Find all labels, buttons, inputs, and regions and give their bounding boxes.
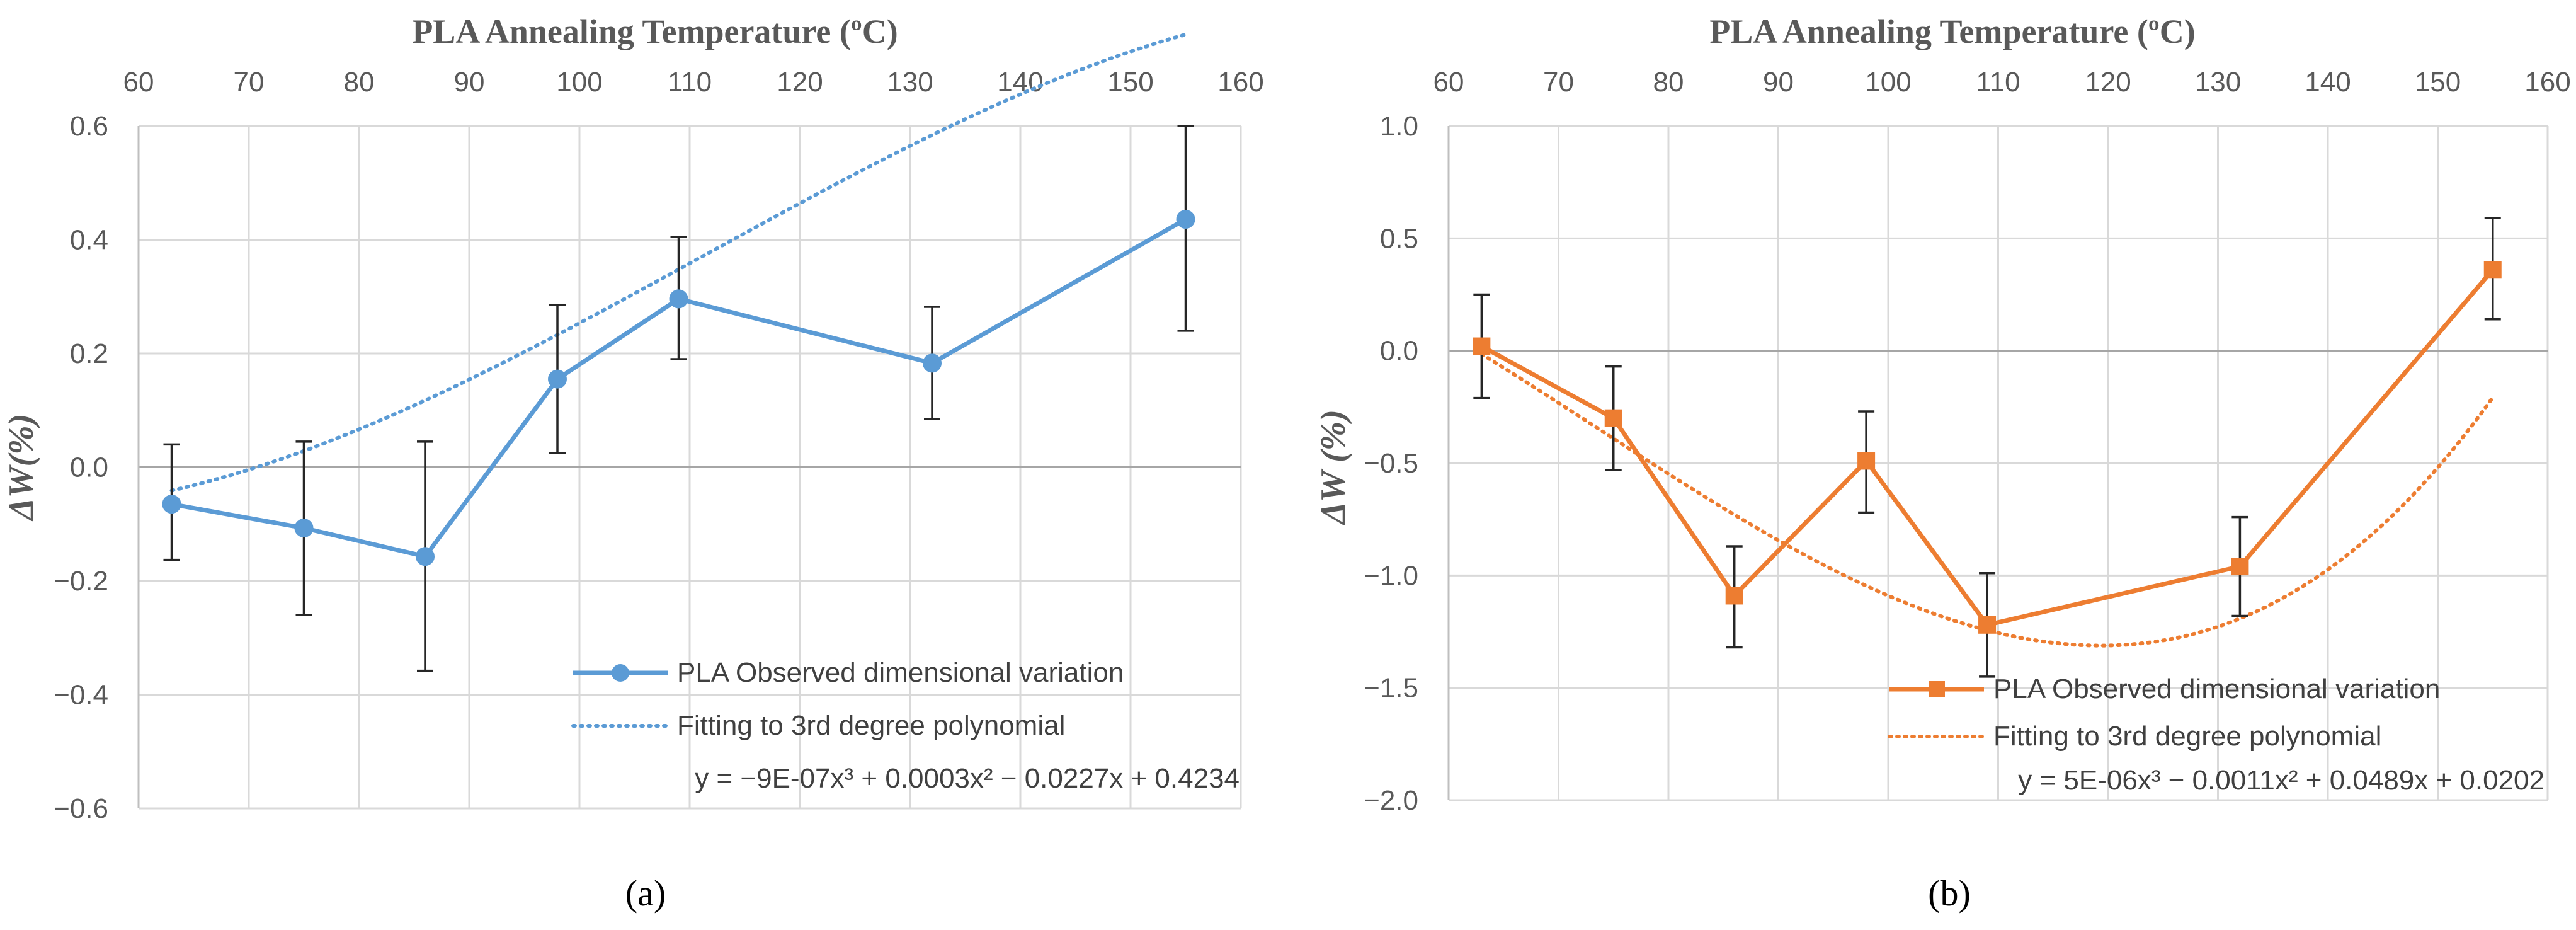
x-tick-label: 120	[777, 67, 823, 98]
y-tick-label: 0.0	[1380, 336, 1418, 367]
x-tick-label: 140	[2305, 67, 2351, 98]
observed-line	[1480, 268, 2495, 628]
x-tick-labels: 60 70 80 90 100 110 120 130 140 150 160	[123, 67, 1264, 98]
y-tick-label: 0.0	[70, 452, 108, 483]
x-tick-label: 100	[1865, 67, 1911, 98]
fit-equation: y = −9E-07x³ + 0.0003x² − 0.0227x + 0.42…	[695, 763, 1240, 794]
y-tick-label: −0.4	[54, 680, 108, 711]
chart-title: PLA Annealing Temperature (ºC)	[412, 13, 898, 50]
y-tick-labels: −0.6 −0.4 −0.2 0.0 0.2 0.4 0.6	[54, 111, 108, 824]
x-tick-label: 110	[1976, 67, 2020, 98]
x-tick-label: 90	[1763, 67, 1794, 98]
y-tick-labels: −2.0 −1.5 −1.0 −0.5 0.0 0.5 1.0	[1364, 111, 1418, 816]
data-point	[416, 547, 435, 566]
x-tick-label: 70	[234, 67, 265, 98]
x-tick-label: 160	[2524, 67, 2570, 98]
legend-label-observed: PLA Observed dimensional variation	[1993, 674, 2440, 704]
y-tick-label: 0.6	[70, 111, 108, 142]
y-tick-label: 0.2	[70, 338, 108, 369]
legend: PLA Observed dimensional variation Fittin…	[571, 657, 1124, 741]
x-tick-label: 70	[1543, 67, 1574, 98]
x-tick-label: 110	[668, 67, 712, 98]
data-point	[2483, 261, 2502, 279]
data-point	[294, 519, 314, 538]
y-tick-label: −1.5	[1364, 673, 1418, 704]
error-bars	[163, 125, 1194, 672]
data-point	[1857, 452, 1876, 470]
data-point	[1473, 337, 1491, 355]
y-tick-label: −2.0	[1364, 785, 1418, 816]
panel-caption: (a)	[625, 873, 666, 914]
y-tick-label: −0.6	[54, 793, 108, 824]
y-tick-label: −0.2	[54, 566, 108, 597]
x-tick-label: 60	[123, 67, 154, 98]
chart-panel-a: 60 70 80 90 100 110 120 130 140 150 160−0.6−0.4−0.…	[2, 13, 1264, 914]
data-point	[162, 495, 181, 514]
x-tick-labels: 60 70 80 90 100 110 120 130 140 150 160	[1433, 67, 2571, 98]
x-tick-label: 90	[454, 67, 485, 98]
legend-label-observed: PLA Observed dimensional variation	[677, 657, 1124, 688]
y-axis-label: ΔW(%)	[2, 414, 41, 522]
chart-panel-b: 60 70 80 90 100 110 120 130 140 150 160 −2.0 −1.5 −1.…	[1314, 13, 2571, 914]
gridlines	[137, 125, 1242, 810]
data-point	[923, 353, 942, 373]
legend-label-fit: Fitting to 3rd degree polynomial	[677, 710, 1065, 741]
y-tick-label: 0.4	[70, 225, 108, 256]
data-point	[1725, 587, 1743, 605]
x-tick-label: 130	[887, 67, 933, 98]
legend-marker-observed	[1929, 681, 1945, 698]
data-point	[2231, 558, 2249, 576]
legend: PLA Observed dimensional variation Fittin…	[1888, 674, 2440, 752]
x-tick-label: 80	[1653, 67, 1684, 98]
data-point	[1604, 409, 1622, 427]
y-tick-label: 1.0	[1380, 111, 1418, 142]
y-tick-label: 0.5	[1380, 223, 1418, 254]
x-tick-label: 60	[1433, 67, 1464, 98]
y-axis-label: ΔW (%)	[1314, 410, 1353, 525]
data-points	[162, 210, 1195, 566]
y-tick-label: −0.5	[1364, 448, 1418, 479]
data-points	[1473, 261, 2502, 634]
fit-curve	[1479, 352, 2495, 648]
x-tick-label: 150	[1107, 67, 1153, 98]
data-point	[1978, 616, 1997, 634]
x-tick-label: 160	[1217, 67, 1263, 98]
panel-caption: (b)	[1928, 873, 1971, 914]
legend-marker-observed	[612, 664, 629, 682]
legend-label-fit: Fitting to 3rd degree polynomial	[1993, 721, 2381, 752]
x-tick-label: 150	[2415, 67, 2461, 98]
data-point	[548, 369, 567, 389]
data-point	[1176, 210, 1195, 229]
chart-title: PLA Annealing Temperature (ºC)	[1709, 13, 2195, 50]
x-tick-label: 120	[2085, 67, 2131, 98]
x-tick-label: 130	[2195, 67, 2241, 98]
x-tick-label: 80	[344, 67, 375, 98]
x-tick-label: 100	[556, 67, 602, 98]
fit-equation: y = 5E-06x³ − 0.0011x² + 0.0489x + 0.020…	[2018, 765, 2545, 796]
data-point	[669, 289, 688, 309]
y-tick-label: −1.0	[1364, 560, 1418, 591]
